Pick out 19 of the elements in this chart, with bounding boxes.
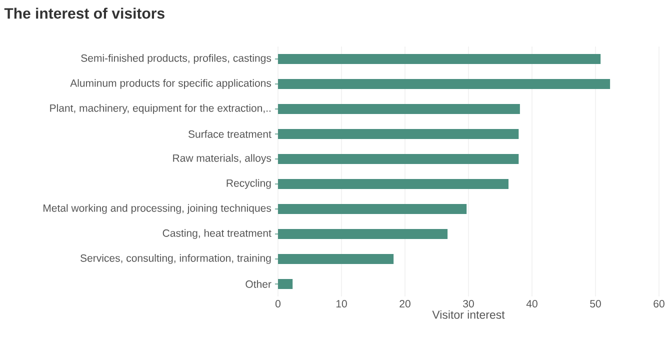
y-tick-label: Recycling	[226, 179, 271, 189]
x-tick-label: 0	[275, 300, 281, 308]
y-tick-label: Services, consulting, information, training	[80, 254, 271, 264]
x-tick-label: 10	[336, 300, 347, 308]
x-tick-label: 20	[400, 300, 410, 308]
x-tick-label: 60	[654, 300, 664, 308]
y-tick-label: Raw materials, alloys	[173, 154, 272, 164]
y-tick-label: Semi-finished products, profiles, castings	[81, 54, 272, 64]
y-tick-label: Aluminum products for specific applications	[70, 79, 272, 89]
y-tick-label: Metal working and processing, joining techniques	[44, 204, 272, 214]
text: The interest of visitors	[4, 8, 164, 19]
x-axis-title: Visitor interest	[432, 310, 505, 319]
x-tick-label: 40	[526, 300, 538, 308]
x-tick-label: 50	[590, 300, 601, 308]
y-tick-label: Other	[246, 280, 272, 288]
y-tick-label: Plant, machinery, equipment for the extraction,..	[50, 104, 270, 114]
y-tick-label: Surface treatment	[188, 130, 272, 138]
y-tick-label: Casting, heat treatment	[162, 229, 272, 239]
x-tick-label: 30	[463, 300, 474, 308]
